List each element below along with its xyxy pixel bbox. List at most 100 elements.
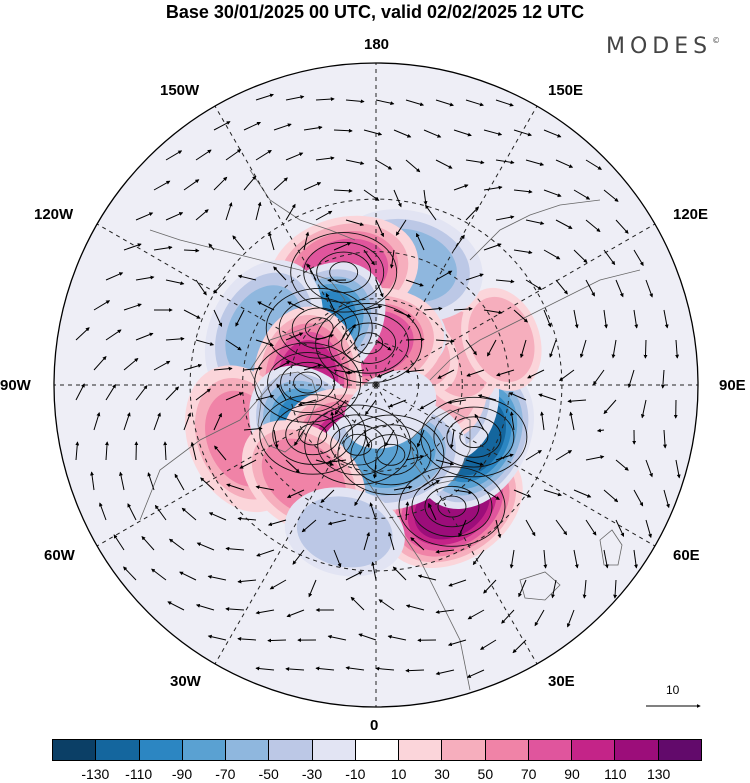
streamline-ring bbox=[424, 485, 480, 528]
wind-arrow bbox=[179, 571, 197, 581]
wind-arrow bbox=[551, 579, 557, 599]
colorbar-tick-label: 130 bbox=[646, 766, 671, 782]
wind-arrow bbox=[466, 369, 485, 377]
colorbar-swatch bbox=[528, 740, 573, 760]
wind-arrow bbox=[375, 666, 395, 671]
wind-arrow bbox=[633, 549, 638, 569]
wind-arrow bbox=[286, 489, 305, 498]
brand-mark: © bbox=[712, 36, 721, 45]
latitude-circle bbox=[289, 298, 463, 472]
colorbar-swatch bbox=[355, 740, 400, 760]
graticule bbox=[54, 63, 698, 707]
wind-arrow bbox=[501, 609, 515, 624]
streamline-ring bbox=[398, 466, 506, 547]
wind-arrow bbox=[465, 459, 485, 467]
wind-arrow bbox=[555, 519, 568, 536]
wind-arrow bbox=[603, 189, 619, 202]
colorbar-tick-label: -130 bbox=[81, 766, 110, 782]
colorbar-swatch bbox=[139, 740, 183, 760]
wind-arrow bbox=[465, 159, 485, 165]
wind-arrow bbox=[509, 549, 515, 569]
wind-arrow bbox=[327, 459, 347, 464]
wind-arrow bbox=[225, 149, 242, 161]
wind-arrow bbox=[477, 394, 497, 401]
wind-arrow bbox=[435, 99, 454, 107]
wind-arrow bbox=[315, 97, 335, 102]
wind-arrow bbox=[611, 339, 617, 359]
wind-arrow bbox=[585, 219, 601, 233]
wind-arrow bbox=[267, 519, 287, 527]
wind-arrow bbox=[255, 339, 274, 347]
wind-arrow bbox=[213, 412, 222, 431]
wind-arrow bbox=[596, 428, 605, 433]
streamline-ring bbox=[285, 413, 341, 456]
meridian bbox=[214, 384, 377, 665]
wind-arrow bbox=[363, 129, 383, 136]
wind-arrow bbox=[243, 175, 257, 191]
wind-arrow bbox=[294, 429, 305, 446]
wind-arrow bbox=[643, 339, 648, 359]
wind-arrow bbox=[239, 459, 257, 469]
wind-arrow bbox=[213, 279, 227, 294]
lon-label-150e: 150E bbox=[548, 82, 584, 99]
wind-arrow bbox=[181, 507, 197, 521]
wind-arrow bbox=[196, 542, 215, 551]
wind-arrow bbox=[465, 339, 477, 356]
wind-arrow bbox=[603, 549, 609, 569]
wind-arrow bbox=[453, 129, 472, 137]
wind-arrow bbox=[495, 215, 515, 221]
coastline-black-sea bbox=[519, 571, 561, 601]
anomaly-level bbox=[468, 296, 535, 382]
wind-arrow bbox=[428, 502, 437, 521]
wind-arrow bbox=[437, 369, 455, 379]
lon-label-90w: 90W bbox=[0, 377, 31, 394]
streamline-ring bbox=[459, 426, 489, 449]
streamline-ring bbox=[446, 416, 502, 458]
wind-arrow bbox=[512, 639, 527, 654]
streamline-ring bbox=[411, 476, 493, 538]
streamline-ring bbox=[329, 261, 359, 284]
colorbar-tick-label: 30 bbox=[434, 766, 450, 782]
wind-arrow bbox=[423, 479, 440, 491]
wind-arrow bbox=[435, 549, 455, 554]
coastline-north-america bbox=[139, 229, 346, 521]
wind-arrow bbox=[213, 176, 228, 191]
wind-arrow bbox=[543, 549, 548, 569]
wind-arrow bbox=[285, 203, 296, 221]
colorbar-swatch bbox=[615, 740, 659, 760]
wind-arrow bbox=[285, 667, 305, 672]
colorbar-tick-label: 10 bbox=[390, 766, 407, 782]
wind-arrow bbox=[350, 596, 365, 611]
colorbar-swatch bbox=[182, 740, 227, 760]
brand-name: MODES bbox=[606, 34, 713, 59]
lon-label-60e: 60E bbox=[673, 547, 700, 564]
colorbar-swatch bbox=[442, 740, 486, 760]
wind-arrow bbox=[363, 429, 370, 449]
meridian bbox=[96, 223, 377, 386]
streamline-ring bbox=[330, 424, 386, 466]
streamline-ring bbox=[254, 342, 362, 423]
wind-arrow bbox=[416, 232, 425, 251]
streamline-ring bbox=[337, 414, 445, 496]
wind-arrow bbox=[243, 366, 263, 371]
colorbar-tick-label: -90 bbox=[171, 766, 193, 782]
wind-arrow bbox=[660, 369, 665, 389]
colorbar-tick-label: -10 bbox=[345, 766, 366, 782]
streamline-ring bbox=[265, 288, 373, 369]
wind-arrow bbox=[543, 489, 562, 497]
wind-arrow bbox=[183, 412, 192, 431]
wind-arrow bbox=[232, 235, 245, 251]
wind-arrow bbox=[555, 219, 573, 229]
colorbar-swatch bbox=[96, 740, 140, 760]
wind-arrow bbox=[285, 459, 300, 473]
wind-arrow bbox=[268, 231, 275, 251]
wind-arrow bbox=[330, 411, 335, 431]
wind-arrow bbox=[333, 242, 352, 251]
streamline-ring bbox=[354, 332, 384, 355]
wind-arrow bbox=[183, 363, 203, 371]
streamline-ring bbox=[376, 443, 406, 466]
wind-arrow bbox=[393, 309, 412, 318]
wind-arrow bbox=[555, 279, 568, 295]
wind-arrow bbox=[315, 666, 335, 671]
wind-arrow bbox=[603, 399, 617, 415]
